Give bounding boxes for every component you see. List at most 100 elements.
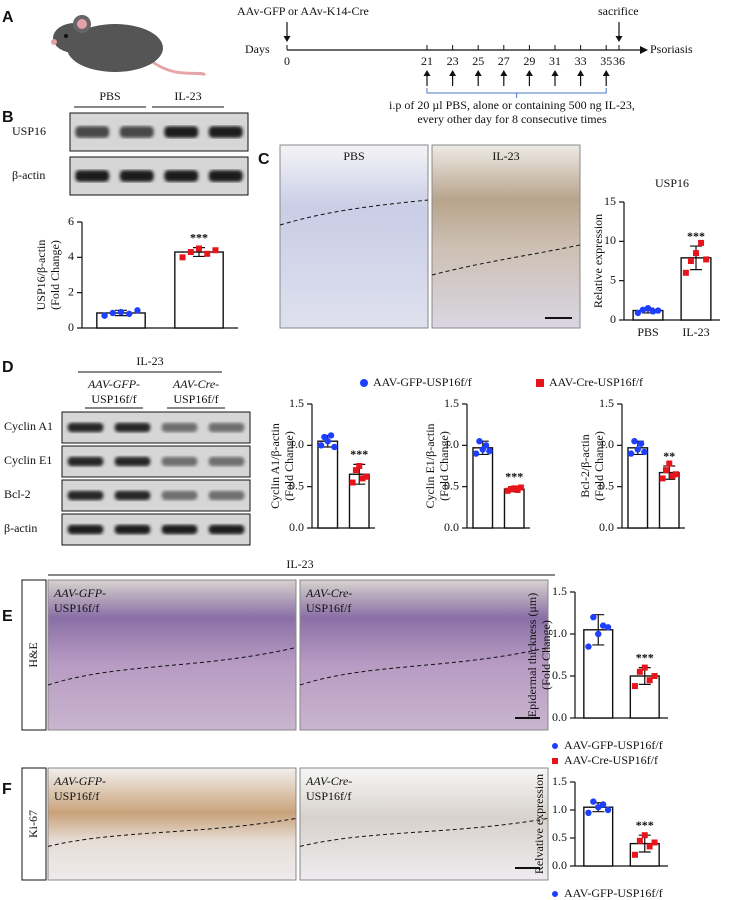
- group-label: AAV-Cre-: [172, 377, 219, 391]
- y-axis-label: (Fold Change): [282, 431, 296, 501]
- day-label: 35: [600, 54, 612, 68]
- bracket: [426, 88, 607, 98]
- y-tick-label: 0.0: [552, 858, 567, 872]
- data-point: [327, 432, 335, 439]
- blot-band: [67, 524, 104, 535]
- data-point: [636, 837, 643, 844]
- y-axis-label: (Fold Change): [539, 620, 553, 690]
- treatment-text: i.p of 20 µl PBS, alone or containing 50…: [389, 98, 635, 112]
- y-tick-label: 1.0: [289, 437, 304, 451]
- data-point: [637, 440, 645, 447]
- y-axis-label: USP16/β-actin: [34, 240, 48, 311]
- boundary: [47, 817, 297, 847]
- blot-band: [208, 422, 245, 433]
- y-tick-label: 0.5: [599, 478, 614, 492]
- data-point: [511, 485, 518, 492]
- data-point: [634, 446, 641, 453]
- row-label: Bcl-2: [4, 487, 31, 501]
- data-point: [590, 798, 597, 805]
- y-axis-label: Relative expression: [591, 214, 605, 308]
- blot-band: [208, 524, 245, 535]
- image-label: USP16f/f: [54, 601, 99, 615]
- legend-text: AAV-GFP-USP16f/f: [564, 886, 663, 900]
- blot-band: [67, 422, 104, 433]
- arrow-head: [283, 36, 291, 42]
- data-point: [585, 809, 592, 816]
- day-label: 21: [421, 54, 433, 68]
- legend-marker: [536, 379, 544, 387]
- data-point: [672, 471, 679, 478]
- y-tick-label: 0: [68, 320, 74, 334]
- y-tick-label: 1.0: [552, 802, 567, 816]
- y-tick-label: 5: [610, 272, 616, 286]
- data-point: [599, 801, 607, 808]
- arrow-head: [615, 36, 623, 42]
- row-label: Cyclin A1: [4, 419, 53, 433]
- data-point: [627, 450, 635, 457]
- bar: [472, 447, 494, 529]
- bar: [627, 447, 649, 529]
- end-label: sacrifice: [598, 4, 639, 18]
- legend-text: AAV-GFP-USP16f/f: [373, 375, 472, 389]
- data-point: [349, 479, 356, 486]
- panel-label: D: [2, 359, 14, 376]
- image-label: USP16f/f: [54, 789, 99, 803]
- data-point: [604, 624, 612, 631]
- arrow-head: [500, 70, 508, 76]
- treatment-label: IL-23: [286, 557, 313, 571]
- data-point: [634, 309, 642, 317]
- error-bar: [690, 245, 702, 271]
- data-point: [514, 486, 521, 493]
- day-label: 36: [613, 54, 625, 68]
- data-point: [595, 804, 602, 811]
- panel-label: C: [258, 151, 270, 168]
- legend-marker: [552, 758, 558, 764]
- injection-label: AAv-GFP or AAv-K14-Cre: [237, 4, 369, 18]
- y-tick-label: 1.0: [444, 437, 459, 451]
- y-axis-label: (Fold Change): [437, 431, 451, 501]
- data-point: [641, 832, 648, 839]
- data-point: [659, 475, 666, 482]
- data-point: [352, 467, 359, 474]
- row-label: β-actin: [4, 521, 37, 535]
- data-point: [134, 307, 141, 314]
- data-point: [651, 839, 658, 846]
- panel-label: A: [2, 9, 14, 26]
- blot-band: [75, 126, 110, 138]
- row-label: β-actin: [12, 168, 45, 182]
- data-point: [362, 473, 369, 480]
- group-label: USP16f/f: [173, 392, 218, 406]
- data-point: [644, 305, 652, 312]
- boundary: [299, 817, 549, 847]
- micrograph: [299, 579, 549, 731]
- y-tick-label: 6: [68, 214, 74, 228]
- day-label: 25: [472, 54, 484, 68]
- image-label: USP16f/f: [306, 601, 351, 615]
- blot-band: [161, 524, 198, 535]
- day-label: 0: [284, 54, 290, 68]
- legend-text: AAV-GFP-USP16f/f: [564, 738, 663, 752]
- arrow-head: [602, 70, 610, 76]
- y-tick-label: 1.5: [552, 584, 567, 598]
- data-point: [646, 843, 653, 850]
- y-axis-label: Relvative expression: [532, 774, 546, 874]
- row-label: USP16: [12, 124, 46, 138]
- boundary: [299, 647, 549, 686]
- blot-band: [208, 170, 243, 182]
- blot-band: [67, 456, 104, 467]
- group-label: AAV-GFP-: [87, 377, 140, 391]
- y-tick-label: 1.5: [552, 774, 567, 788]
- data-point: [651, 673, 658, 679]
- panel-label: E: [2, 608, 13, 625]
- significance: ***: [505, 469, 523, 483]
- x-tick-label: IL-23: [682, 325, 709, 339]
- boundary: [279, 199, 429, 226]
- data-point: [599, 622, 607, 629]
- legend-text: AAV-Cre-USP16f/f: [549, 375, 643, 389]
- boundary: [47, 647, 297, 686]
- micrograph: [47, 767, 297, 881]
- data-point: [703, 256, 710, 263]
- data-point: [687, 258, 694, 264]
- data-point: [641, 664, 648, 671]
